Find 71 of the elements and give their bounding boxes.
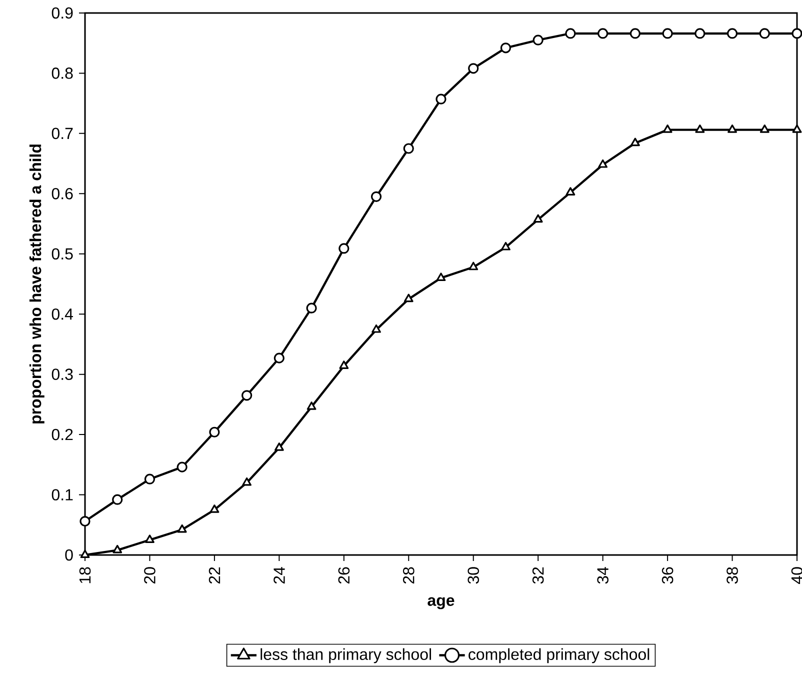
point <box>468 63 479 74</box>
point <box>726 28 738 39</box>
y-tick-label: 0 <box>65 549 73 561</box>
point <box>533 214 543 223</box>
y-tick-label: 0.7 <box>52 128 73 140</box>
point <box>468 262 478 270</box>
y-tick-label: 0.9 <box>52 7 73 19</box>
y-axis-title: proportion who have fathered a child <box>29 144 44 424</box>
point <box>274 442 284 451</box>
legend-label: completed primary school <box>468 648 650 664</box>
point <box>792 124 802 133</box>
x-tick-label: 38 <box>726 567 738 584</box>
point <box>242 390 252 401</box>
y-tick-label: 0.2 <box>52 428 73 440</box>
point <box>501 242 510 250</box>
point <box>436 272 446 282</box>
point <box>80 550 90 558</box>
x-tick-label: 36 <box>662 567 674 584</box>
x-axis-title: age <box>428 597 454 610</box>
point <box>759 28 770 39</box>
x-tick-label: 24 <box>274 567 285 584</box>
point <box>242 477 252 486</box>
y-tick-label: 0.6 <box>52 188 73 200</box>
point <box>177 524 187 533</box>
point <box>598 28 608 39</box>
x-tick-label: 28 <box>402 567 414 584</box>
point <box>792 28 802 39</box>
point <box>372 324 381 333</box>
point <box>80 516 90 527</box>
point <box>145 534 154 543</box>
point <box>112 494 123 505</box>
point <box>112 544 122 554</box>
point <box>176 462 188 472</box>
y-tick-label: 0.8 <box>52 68 73 79</box>
point <box>662 28 673 39</box>
point <box>436 94 446 104</box>
y-tick-label: 0.4 <box>52 308 73 320</box>
point <box>370 191 382 202</box>
point <box>404 294 414 302</box>
x-tick-label: 18 <box>79 567 91 584</box>
legend-label: less than primary school <box>260 648 431 664</box>
y-tick-label: 0.5 <box>52 248 73 260</box>
point <box>500 42 512 54</box>
point <box>695 124 705 133</box>
x-tick-label: 34 <box>597 567 608 584</box>
point <box>630 138 640 146</box>
x-tick-label: 32 <box>532 567 544 584</box>
y-tick-label: 0.1 <box>52 489 73 500</box>
x-tick-label: 22 <box>208 567 220 584</box>
point <box>339 360 349 369</box>
point <box>566 187 576 196</box>
y-tick-label: 0.3 <box>52 368 73 380</box>
point <box>306 402 316 410</box>
point <box>565 28 576 39</box>
point <box>694 28 706 39</box>
point <box>209 426 220 438</box>
point <box>274 352 284 364</box>
point <box>630 28 640 39</box>
point <box>306 302 317 314</box>
point <box>210 504 220 513</box>
point <box>532 34 544 46</box>
point <box>338 243 350 254</box>
point <box>662 124 672 133</box>
point <box>144 474 156 484</box>
x-tick-label: 26 <box>338 567 350 584</box>
point <box>728 124 737 133</box>
x-tick-label: 20 <box>144 567 156 584</box>
x-tick-label: 30 <box>468 567 480 584</box>
point <box>403 143 414 154</box>
point <box>760 124 770 133</box>
point <box>598 159 608 168</box>
